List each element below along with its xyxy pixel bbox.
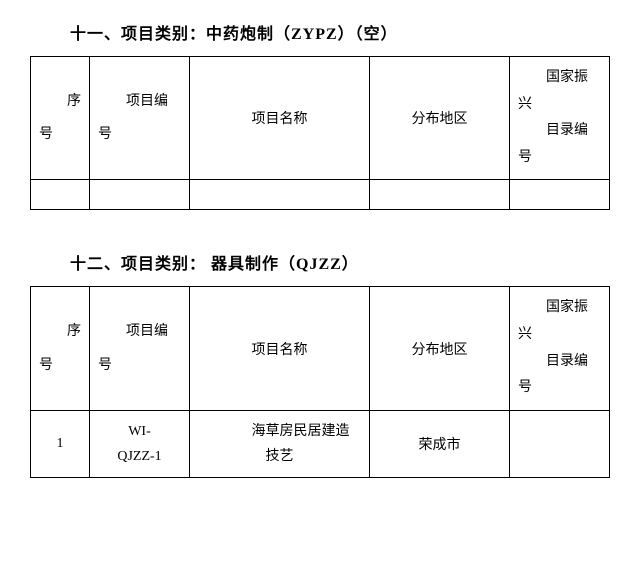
empty-cell [370, 180, 510, 210]
header-catalog-line4: 号 [518, 375, 601, 402]
header-seq-line1: 序 [39, 315, 81, 349]
header-code-line2: 号 [98, 349, 181, 383]
header-region: 分布地区 [370, 287, 510, 410]
header-catalog-line4: 号 [518, 145, 601, 172]
empty-cell [90, 180, 190, 210]
empty-cell [31, 180, 90, 210]
header-code: 项目编 号 [90, 57, 190, 180]
header-catalog: 国家振 兴 目录编 号 [510, 57, 610, 180]
cell-region: 荣成市 [370, 410, 510, 477]
header-code-line2: 号 [98, 118, 181, 152]
header-catalog-line2: 兴 [518, 92, 601, 119]
section-title-2: 十二、项目类别： 器具制作（QJZZ） [70, 250, 610, 274]
section-title-1: 十一、项目类别：中药炮制（ZYPZ）（空） [70, 20, 610, 44]
header-seq: 序 号 [31, 57, 90, 180]
header-seq-line2: 号 [39, 118, 81, 152]
header-code: 项目编 号 [90, 287, 190, 410]
empty-cell [190, 180, 370, 210]
header-catalog-line3: 目录编 [518, 118, 601, 145]
header-catalog-line1: 国家振 [518, 65, 601, 92]
header-catalog-line3: 目录编 [518, 349, 601, 376]
cell-catalog [510, 410, 610, 477]
header-seq: 序 号 [31, 287, 90, 410]
header-code-line1: 项目编 [98, 85, 181, 119]
header-catalog: 国家振 兴 目录编 号 [510, 287, 610, 410]
cell-name-line2: 技艺 [198, 444, 361, 469]
cell-code-line2: QJZZ-1 [117, 449, 161, 464]
cell-seq: 1 [31, 410, 90, 477]
header-catalog-line1: 国家振 [518, 295, 601, 322]
header-seq-line2: 号 [39, 349, 81, 383]
cell-name: 海草房民居建造 技艺 [190, 410, 370, 477]
cell-name-line1: 海草房民居建造 [198, 419, 361, 444]
cell-code-line1: WI- [128, 424, 151, 439]
header-seq-line1: 序 [39, 85, 81, 119]
header-code-line1: 项目编 [98, 315, 181, 349]
empty-cell [510, 180, 610, 210]
table-1: 序 号 项目编 号 项目名称 分布地区 国家振 兴 目录编 号 [30, 56, 610, 210]
table-row-empty [31, 180, 610, 210]
header-name: 项目名称 [190, 287, 370, 410]
cell-code: WI- QJZZ-1 [90, 410, 190, 477]
table-2: 序 号 项目编 号 项目名称 分布地区 国家振 兴 目录编 号 1 WI- [30, 286, 610, 478]
header-name: 项目名称 [190, 57, 370, 180]
table-row: 1 WI- QJZZ-1 海草房民居建造 技艺 荣成市 [31, 410, 610, 477]
header-region: 分布地区 [370, 57, 510, 180]
header-catalog-line2: 兴 [518, 322, 601, 349]
